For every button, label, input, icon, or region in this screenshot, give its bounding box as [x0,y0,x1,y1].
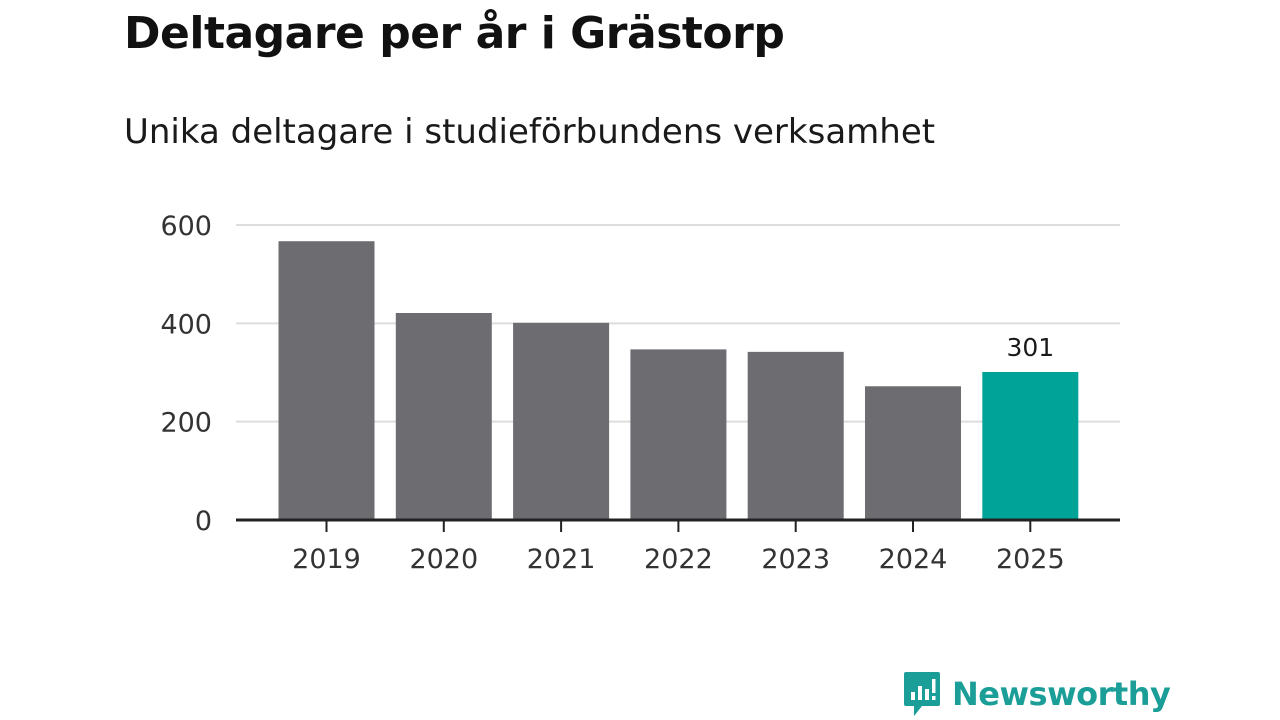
chart-subtitle: Unika deltagare i studieförbundens verks… [124,112,936,152]
y-axis-ticks: 0 200 400 600 [160,211,212,537]
x-tick-label: 2020 [409,544,478,575]
bar-2019 [278,241,375,520]
x-tick-label: 2019 [292,544,361,575]
newsworthy-logo-icon [904,672,940,716]
y-tick-label: 200 [160,408,212,439]
chart-title: Deltagare per år i Grästorp [124,8,785,59]
bar-2022 [630,349,727,520]
bar-2025 [982,372,1079,520]
bars [278,241,1079,520]
y-tick-label: 0 [195,506,212,537]
brand-name: Newsworthy [952,675,1171,713]
x-axis-ticks: 2019 2020 2021 2022 2023 2024 2025 [292,520,1065,575]
x-tick-label: 2022 [644,544,713,575]
bar-2024 [865,386,961,520]
y-tick-label: 400 [160,309,212,340]
x-tick-label: 2025 [996,544,1065,575]
bar-2023 [747,351,844,520]
y-tick-label: 600 [160,211,212,242]
newsworthy-logo: Newsworthy [902,670,1171,718]
data-labels: 301 [1006,333,1054,362]
data-label: 301 [1006,333,1054,362]
bar-2020 [395,313,492,520]
x-tick-label: 2024 [879,544,948,575]
x-tick-label: 2021 [527,544,596,575]
x-tick-label: 2023 [761,544,830,575]
bar-2021 [513,322,610,520]
